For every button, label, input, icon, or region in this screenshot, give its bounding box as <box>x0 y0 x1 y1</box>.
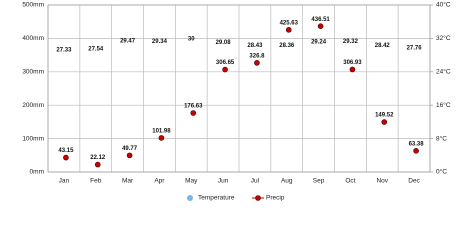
precip-label: 176.63 <box>184 104 203 110</box>
legend-marker <box>255 195 261 201</box>
precip-label: 63.38 <box>409 141 425 147</box>
y-tick-label: 100mm <box>22 135 44 142</box>
y-tick-label: 500mm <box>22 2 44 9</box>
precip-label: 306.65 <box>216 60 235 66</box>
y2-tick-label: 0°C <box>436 168 447 176</box>
precip-point <box>126 152 133 159</box>
temperature-label: 29.24 <box>311 40 327 46</box>
precip-label: 425.63 <box>280 20 299 26</box>
temperature-label: 29.34 <box>152 39 168 45</box>
y2-tick-label: 24°C <box>436 68 451 76</box>
precip-label: 436.51 <box>311 17 330 23</box>
x-tick-label: Sep <box>313 178 325 185</box>
precip-point <box>349 66 356 73</box>
legend-label: Precip <box>266 195 285 202</box>
precip-label: 22.12 <box>90 155 106 161</box>
precip-label: 149.52 <box>375 113 394 119</box>
temperature-label: 27.54 <box>88 47 104 53</box>
precip-point <box>63 154 69 161</box>
precip-label: 326.8 <box>249 53 265 59</box>
precip-label: 43.15 <box>58 148 74 154</box>
legend-label: Temperature <box>198 195 235 202</box>
x-tick-label: Mar <box>122 178 134 185</box>
y2-tick-label: 8°C <box>436 134 447 142</box>
x-tick-label: Oct <box>345 178 355 185</box>
temperature-label: 29.08 <box>216 40 232 46</box>
x-tick-label: Jan <box>59 178 70 185</box>
precip-label: 101.98 <box>152 129 171 135</box>
precip-label: 306.93 <box>343 60 362 66</box>
x-tick-label: Jul <box>251 178 260 185</box>
y2-tick-label: 40°C <box>436 1 451 9</box>
legend-marker <box>187 195 193 201</box>
x-tick-label: May <box>185 178 198 185</box>
chart: 0mm 100mm 200mm 300mm 400mm 500mm 0°C 8°C 16°C 24… <box>22 1 451 202</box>
temperature-label: 28.43 <box>247 43 263 49</box>
temperature-label: 28.42 <box>375 43 391 49</box>
temperature-label: 27.33 <box>56 47 72 53</box>
precip-point <box>317 23 324 30</box>
precip-point <box>381 119 388 125</box>
precip-point <box>413 148 419 154</box>
temperature-label: 30 <box>188 36 195 42</box>
temperature-label: 27.76 <box>407 46 423 52</box>
y2-tick-label: 32°C <box>436 34 451 42</box>
temperature-label: 28.36 <box>279 43 295 49</box>
x-tick-label: Feb <box>90 178 102 185</box>
y-tick-label: 0mm <box>30 169 44 176</box>
precip-point <box>94 161 101 168</box>
x-tick-label: Apr <box>154 178 165 185</box>
y-tick-label: 200mm <box>22 102 44 109</box>
y2-tick-label: 16°C <box>436 101 451 109</box>
temperature-label: 29.47 <box>120 39 136 45</box>
plot-frame <box>47 4 431 173</box>
precip-point <box>222 66 228 73</box>
x-tick-label: Dec <box>408 178 420 185</box>
x-tick-label: Jun <box>218 178 229 185</box>
precip-point <box>158 135 165 141</box>
precip-label: 49.77 <box>122 146 138 152</box>
y-tick-label: 300mm <box>22 69 44 76</box>
x-tick-label: Aug <box>281 178 293 185</box>
x-tick-label: Nov <box>376 178 388 185</box>
temperature-label: 29.32 <box>343 39 359 45</box>
precip-point <box>285 27 292 33</box>
precip-point <box>254 60 260 66</box>
precip-point <box>190 110 197 116</box>
y-tick-label: 400mm <box>22 35 44 42</box>
